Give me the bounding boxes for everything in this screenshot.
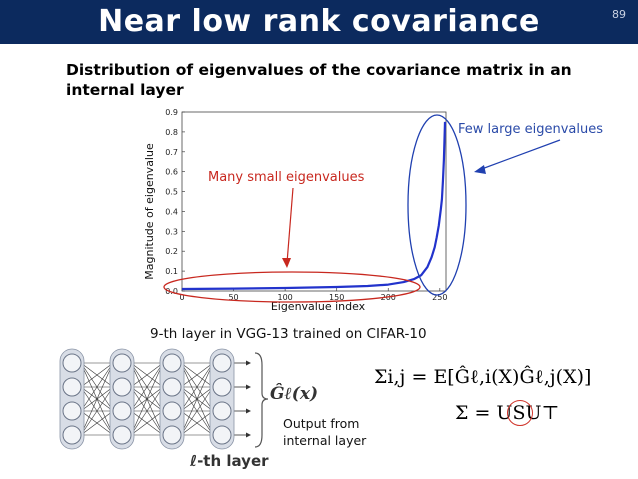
neuron-node [212,401,232,421]
neural-network-diagram [59,348,269,450]
connection [80,362,114,388]
neuron-node [162,377,182,397]
small-eigenvalues-annotation: Many small eigenvalues [208,170,365,185]
connection [80,410,114,436]
neuron-node [62,377,82,397]
y-axis-label: Magnitude of eigenvalue [143,143,156,280]
x-axis-label: Eigenvalue index [271,300,366,313]
layer-column [59,348,85,450]
connection [180,386,214,436]
eigenvalue-series-line [181,121,447,291]
layer-column [109,348,135,450]
connection [180,362,214,412]
small-eigenvalues-ellipse [163,271,421,303]
neuron-node [212,353,232,373]
y-tick-label: 0.4 [165,207,178,216]
neuron-node [112,401,132,421]
connection [130,362,164,412]
layer-label: ℓ-th layer [190,452,269,470]
connection [180,362,214,436]
connection [130,362,164,436]
x-tick-label: 0 [179,293,184,302]
neuron-node [212,377,232,397]
slide-number: 89 [612,8,626,21]
y-tick-label: 0.2 [165,247,178,256]
output-arrow-head [246,432,251,438]
y-tick-label: 0.6 [165,168,178,177]
neuron-node [62,353,82,373]
header-bar [0,0,638,44]
slide-subtitle: Distribution of eigenvalues of the covar… [66,61,572,99]
y-tick-label: 0.5 [165,188,178,197]
y-tick-label: 0.7 [165,148,178,157]
s-highlight-circle [507,400,533,426]
x-tick-label: 100 [277,293,292,302]
y-tick-label: 0.3 [165,227,178,236]
blue-arrow [478,139,561,171]
output-arrow-head [246,360,251,366]
neuron-node [162,401,182,421]
x-tick-label: 50 [228,293,238,302]
covariance-equation: Σi,j = E[Ĝℓ,i(X)Ĝℓ,j(X)] [374,366,592,388]
chart-caption: 9-th layer in VGG-13 trained on CIFAR-10 [150,326,427,342]
neuron-node [112,377,132,397]
connection [180,410,214,436]
connection [130,410,164,436]
neuron-node [112,353,132,373]
layer-column [209,348,235,450]
red-arrow-head [282,258,291,268]
x-tick-label: 150 [329,293,344,302]
output-arrow-head [246,384,251,390]
y-tick-label: 0.1 [165,267,178,276]
output-bracket [254,352,269,448]
y-tick-label: 0.9 [165,108,178,117]
y-tick-label: 0.8 [165,128,178,137]
large-eigenvalues-annotation: Few large eigenvalues [458,122,603,137]
output-arrow-head [246,408,251,414]
x-tick-label: 250 [432,293,447,302]
neuron-node [62,401,82,421]
slide-title: Near low rank covariance [98,4,540,39]
neuron-node [162,425,182,445]
connection [80,362,114,436]
red-arrow [286,187,294,264]
blue-arrow-head [474,165,486,174]
y-tick-label: 0.0 [165,287,178,296]
neuron-node [112,425,132,445]
connection [80,362,114,412]
layer-column [159,348,185,450]
connection [130,362,164,388]
connection [80,386,114,436]
plot-frame [181,111,447,292]
eigenvalue-chart: 0 50 100 150 200 2500.00.10.20.30.40.50.60.70… [143,108,603,313]
output-label: Output from internal layer [283,416,367,448]
connection [130,386,164,436]
g-ell-label: Ĝℓ(x) [270,384,319,404]
connection [180,362,214,388]
neuron-node [162,353,182,373]
neuron-node [62,425,82,445]
large-eigenvalues-ellipse [407,114,467,296]
neuron-node [212,425,232,445]
